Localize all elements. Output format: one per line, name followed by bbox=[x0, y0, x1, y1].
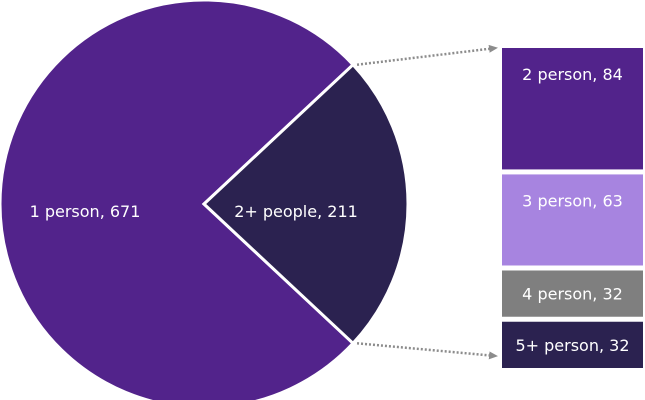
pie-slice-2plus-people bbox=[201, 62, 410, 346]
bar-label-4-person: 4 person, 32 bbox=[522, 285, 623, 304]
pie-group bbox=[0, 0, 410, 400]
bar-segment-5plus-person bbox=[502, 321, 643, 368]
connector-line-top bbox=[356, 44, 498, 66]
bar-label-5plus-person: 5+ person, 32 bbox=[515, 336, 629, 355]
bar-label-2-person: 2 person, 84 bbox=[522, 65, 623, 84]
stacked-bar-group bbox=[502, 48, 643, 368]
label-group: 1 person, 671 2+ people, 211 2 person, 84 3… bbox=[30, 65, 630, 355]
pie-label-2plus-people: 2+ people, 211 bbox=[234, 202, 358, 221]
pie-slice-1-person bbox=[0, 0, 354, 400]
connector-group bbox=[356, 44, 498, 360]
bar-segment-3-person bbox=[502, 174, 643, 266]
bar-label-3-person: 3 person, 63 bbox=[522, 191, 623, 210]
connector-line-bottom bbox=[356, 342, 498, 360]
pie-label-1-person: 1 person, 671 bbox=[30, 202, 141, 221]
bar-segment-2-person bbox=[502, 48, 643, 170]
bar-segment-4-person bbox=[502, 270, 643, 317]
